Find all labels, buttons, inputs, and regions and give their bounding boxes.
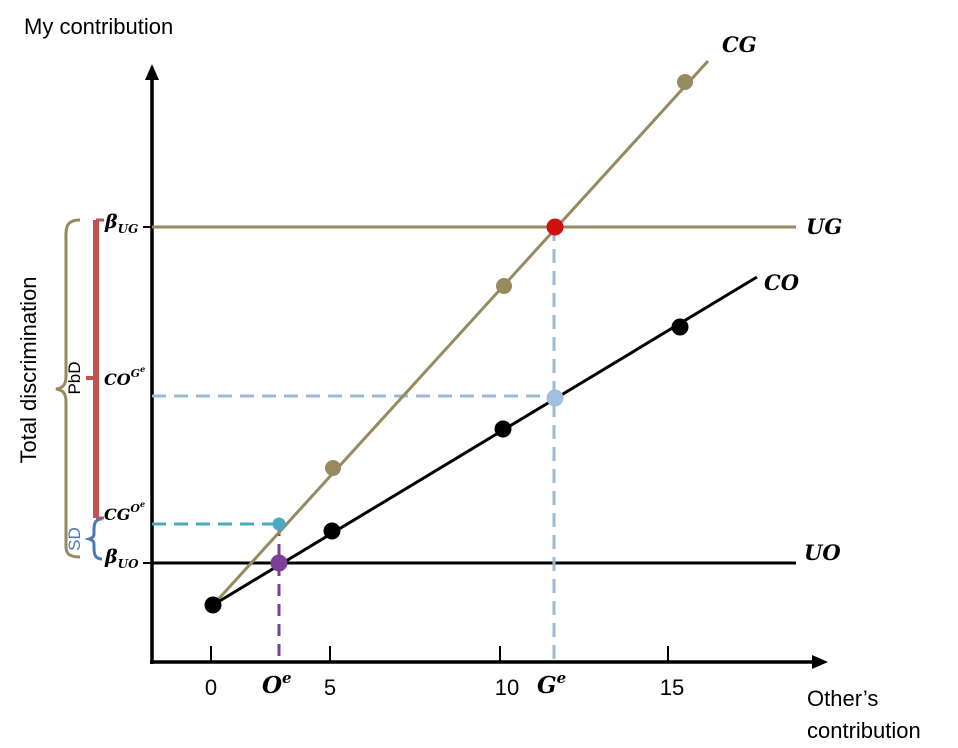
y-axis-arrow <box>145 64 159 80</box>
beta-uo-base: β <box>104 546 118 568</box>
cg-point <box>325 460 341 476</box>
beta-uo-sub: UO <box>118 557 139 571</box>
cg-oe-sup-base: O <box>130 502 140 515</box>
cg-label: CG <box>722 32 757 57</box>
ug-cg-intersection-point <box>546 218 564 236</box>
oe-marker: Oe <box>262 669 292 699</box>
cg-points <box>325 74 693 476</box>
cg-point <box>677 74 693 90</box>
x-tick-label-0: 0 <box>205 675 217 700</box>
cg-oe-sup-sup: e <box>140 499 145 509</box>
axes <box>145 64 828 669</box>
beta-ug-label: βUG <box>104 211 138 236</box>
cg-oe-label: CGOe <box>104 499 145 524</box>
x-axis-title-line1: Other’s <box>807 686 878 711</box>
cg-oe-base: CG <box>104 505 130 524</box>
co-origin-point <box>204 596 222 614</box>
sd-bracket <box>84 517 103 561</box>
ge-marker-base: G <box>537 672 557 699</box>
uo-co-intersection-point <box>270 554 288 572</box>
sd-label: SD <box>65 527 84 551</box>
co-ge-base: CO <box>104 370 131 389</box>
co-label: CO <box>764 270 800 295</box>
ge-marker: Ge <box>537 669 566 699</box>
beta-ug-base: β <box>104 211 118 233</box>
co-ge-sup-sup: e <box>140 364 145 374</box>
cg-at-oe-point <box>272 517 286 531</box>
co-ge-label: COGe <box>104 364 145 389</box>
y-axis-title: My contribution <box>24 14 173 39</box>
beta-uo-label: βUO <box>104 546 139 571</box>
cg-line <box>211 59 710 607</box>
cg-point <box>496 278 512 294</box>
total-discrimination-label: Total discrimination <box>16 276 41 463</box>
co-point <box>323 522 341 540</box>
x-tick-label-15: 15 <box>660 675 684 700</box>
x-axis-title-line2: contribution <box>807 718 921 743</box>
x-axis-arrow <box>812 655 828 669</box>
beta-ug-sub: UG <box>118 222 139 236</box>
co-ge-sup-base: G <box>131 367 140 380</box>
ge-marker-sup: e <box>557 669 567 687</box>
x-ticks: 0 5 10 15 <box>205 646 684 700</box>
co-line <box>212 275 758 607</box>
co-points <box>204 318 689 614</box>
oe-marker-base: O <box>262 672 282 699</box>
co-point <box>671 318 689 336</box>
oe-marker-sup: e <box>282 669 292 687</box>
co-at-ge-point <box>546 389 564 407</box>
ug-label: UG <box>806 214 842 239</box>
pbd-label: PbD <box>65 361 84 394</box>
x-tick-label-5: 5 <box>324 675 336 700</box>
total-discrimination-bracket <box>55 218 81 559</box>
uo-label: UO <box>804 540 841 565</box>
x-tick-label-10: 10 <box>495 675 519 700</box>
co-point <box>494 420 512 438</box>
